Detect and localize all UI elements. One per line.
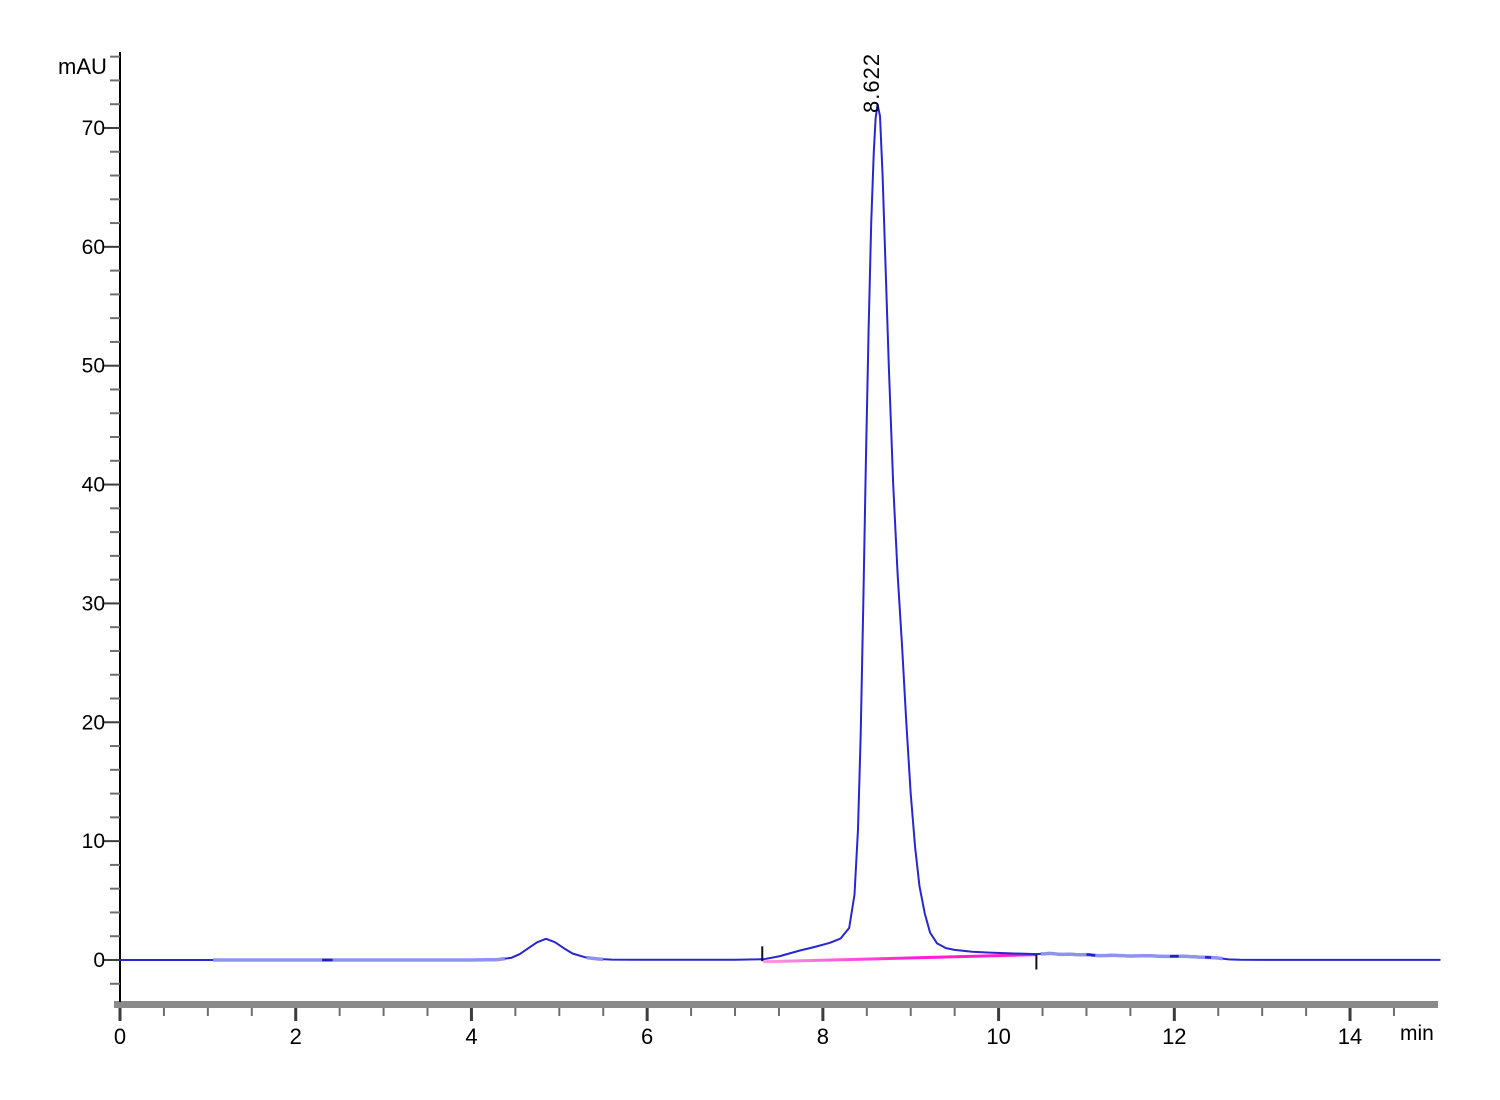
peak-retention-time-label: 8.622 xyxy=(859,52,884,113)
uv-trace-dark-dash xyxy=(1086,953,1096,957)
y-tick-label: 50 xyxy=(82,355,105,378)
y-tick-label: 30 xyxy=(82,592,105,615)
x-tick-label: 12 xyxy=(1162,1024,1186,1049)
integration-baseline xyxy=(763,953,1036,964)
y-axis-unit-label: mAU xyxy=(58,54,107,79)
y-tick-label: 10 xyxy=(82,830,105,853)
x-tick-label: 0 xyxy=(114,1024,126,1049)
x-tick-label: 6 xyxy=(641,1024,653,1049)
x-axis-unit-label: min xyxy=(1400,1022,1434,1045)
uv-trace xyxy=(119,103,1441,961)
x-tick-label: 14 xyxy=(1338,1024,1362,1049)
y-tick-label: 20 xyxy=(82,711,105,734)
x-tick-label: 4 xyxy=(465,1024,477,1049)
y-tick-label: 60 xyxy=(82,236,105,259)
x-tick-label: 2 xyxy=(290,1024,302,1049)
x-tick-label: 10 xyxy=(986,1024,1010,1049)
x-axis-band xyxy=(114,1001,1438,1008)
y-tick-label: 0 xyxy=(93,949,105,972)
y-tick-label: 40 xyxy=(82,474,105,497)
uv-trace-light-segment xyxy=(586,955,604,961)
x-tick-label: 8 xyxy=(817,1024,829,1049)
uv-trace-light-segment xyxy=(213,956,506,962)
uv-trace-light-segment xyxy=(1040,951,1223,961)
y-tick-label: 70 xyxy=(82,117,105,140)
